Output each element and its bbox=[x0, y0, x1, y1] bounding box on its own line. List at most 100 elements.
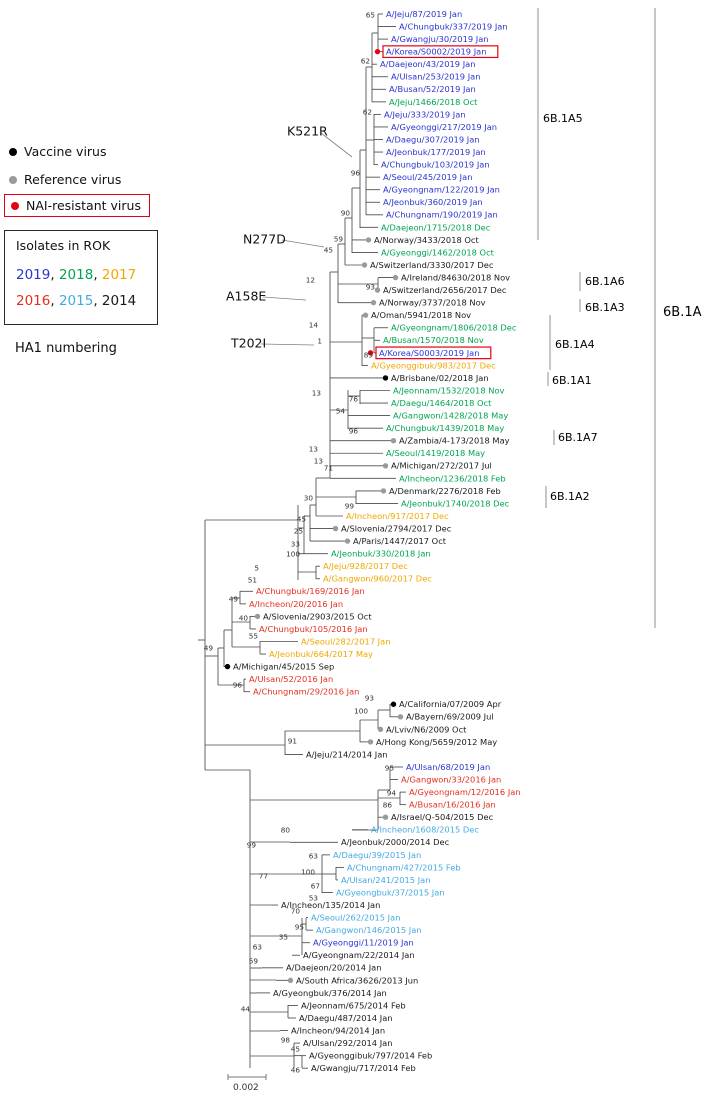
clade-label: 6B.1A3 bbox=[585, 301, 625, 314]
nai-resistant-dot-icon bbox=[367, 350, 374, 356]
bootstrap-value: 5 bbox=[254, 563, 259, 572]
mutation-label: T202I bbox=[230, 335, 266, 350]
bootstrap-value: 45 bbox=[297, 514, 306, 523]
bootstrap-value: 99 bbox=[247, 840, 257, 849]
taxon-label: A/Michigan/272/2017 Jul bbox=[391, 461, 492, 471]
taxon-label: A/Denmark/2276/2018 Feb bbox=[389, 486, 501, 496]
taxon-label: A/Gyeongnam/12/2016 Jan bbox=[409, 787, 521, 797]
legend-item-nai-resistant: NAI-resistant virus bbox=[4, 194, 150, 217]
bootstrap-value: 45 bbox=[291, 1044, 300, 1053]
taxon-label: A/Ireland/84630/2018 Nov bbox=[401, 272, 510, 282]
bootstrap-value: 95 bbox=[295, 922, 304, 931]
mutation-label: K521R bbox=[287, 123, 328, 138]
vaccine-dot-icon bbox=[224, 663, 231, 670]
legend-year: , bbox=[50, 267, 59, 283]
bootstrap-value: 45 bbox=[324, 245, 333, 254]
mutation-pointer-line bbox=[320, 132, 353, 158]
taxon-label: A/Gyeongnam/122/2019 Jan bbox=[383, 185, 500, 195]
taxon-label: A/Bayern/69/2009 Jul bbox=[406, 712, 494, 722]
taxon-label: A/Gyeonggibuk/983/2017 Dec bbox=[371, 360, 496, 370]
rok-years-row-1: 2019, 2018, 2017 bbox=[16, 262, 157, 288]
bootstrap-value: 99 bbox=[345, 501, 355, 510]
taxon-label: A/Ulsan/52/2016 Jan bbox=[249, 674, 333, 684]
vaccine-label: Vaccine virus bbox=[24, 144, 107, 159]
legend-year: 2015 bbox=[58, 293, 94, 309]
taxon-label: A/Ulsan/292/2014 Jan bbox=[303, 1038, 392, 1048]
taxon-label: A/Gangwon/146/2015 Jan bbox=[316, 925, 422, 935]
taxon-label: A/Chungnam/190/2019 Jan bbox=[386, 210, 498, 220]
clade-label: 6B.1A4 bbox=[555, 338, 595, 351]
taxon-label: A/Gangwon/1428/2018 May bbox=[393, 411, 508, 421]
taxon-label: A/Daegu/487/2014 Jan bbox=[299, 1013, 393, 1023]
taxon-label: A/Jeju/214/2014 Jan bbox=[306, 749, 388, 759]
reference-dot-icon bbox=[382, 814, 389, 820]
reference-dot-icon bbox=[370, 299, 377, 306]
taxon-label: A/Jeonbuk/360/2019 Jan bbox=[383, 197, 483, 207]
legend-year: 2017 bbox=[101, 267, 137, 283]
taxon-label: A/Daegu/307/2019 Jan bbox=[386, 134, 480, 144]
taxon-label: A/Busan/16/2016 Jan bbox=[409, 800, 496, 810]
legend-year: 2016 bbox=[16, 293, 51, 309]
bootstrap-value: 30 bbox=[304, 493, 314, 502]
reference-dot-icon bbox=[380, 488, 387, 494]
taxon-label: A/Hong Kong/5659/2012 May bbox=[376, 737, 497, 747]
taxon-label: A/Gyeonggibuk/797/2014 Feb bbox=[309, 1051, 432, 1061]
vaccine-dot-icon bbox=[9, 147, 17, 156]
bootstrap-value: 93 bbox=[366, 282, 376, 291]
taxon-label: A/Switzerland/3330/2017 Dec bbox=[370, 260, 494, 270]
taxon-label: A/Oman/5941/2018 Nov bbox=[371, 310, 471, 320]
taxon-label: A/Seoul/262/2015 Jan bbox=[311, 913, 400, 923]
bootstrap-value: 95 bbox=[385, 763, 394, 772]
bootstrap-value: 63 bbox=[309, 851, 319, 860]
legend-year: 2014 bbox=[101, 293, 137, 309]
bootstrap-value: 25 bbox=[294, 526, 303, 535]
reference-dot-icon bbox=[367, 739, 374, 745]
legend-year: , bbox=[93, 267, 102, 283]
bootstrap-value: 98 bbox=[281, 1035, 291, 1044]
bootstrap-value: 67 bbox=[311, 881, 321, 890]
taxon-label: A/Jeonbuk/177/2019 Jan bbox=[386, 147, 486, 157]
bootstrap-value: 55 bbox=[249, 631, 258, 640]
taxon-label: A/Jeju/87/2019 Jan bbox=[386, 9, 462, 19]
taxon-label: A/Korea/S0002/2019 Jan bbox=[386, 47, 487, 57]
taxon-label: A/Daegu/39/2015 Jan bbox=[333, 850, 421, 860]
bootstrap-value: 91 bbox=[288, 736, 297, 745]
taxon-label: A/Chungnam/29/2016 Jan bbox=[253, 687, 359, 697]
taxon-label: A/Jeju/333/2019 Jan bbox=[384, 109, 466, 119]
bootstrap-value: 62 bbox=[363, 107, 372, 116]
clade-label: 6B.1A6 bbox=[585, 275, 625, 288]
taxon-label: A/Seoul/1419/2018 May bbox=[386, 448, 485, 458]
legend-item-reference: Reference virus bbox=[9, 172, 121, 187]
mutation-pointer-line bbox=[262, 296, 307, 301]
reference-dot-icon bbox=[287, 977, 294, 984]
bootstrap-value: 63 bbox=[253, 942, 263, 951]
bootstrap-value: 86 bbox=[383, 800, 393, 809]
taxon-label: A/Lviv/N6/2009 Oct bbox=[386, 724, 467, 734]
mutation-label: N277D bbox=[243, 231, 286, 246]
bootstrap-value: 100 bbox=[301, 867, 315, 876]
bootstrap-value: 71 bbox=[324, 463, 333, 472]
taxon-label: A/Jeonbuk/2000/2014 Dec bbox=[341, 837, 450, 847]
reference-dot-icon bbox=[397, 714, 404, 720]
reference-label: Reference virus bbox=[24, 172, 122, 187]
mutation-pointer-line bbox=[260, 343, 315, 346]
taxon-label: A/South Africa/3626/2013 Jun bbox=[296, 975, 418, 985]
clade-label: 6B.1A1 bbox=[552, 374, 592, 387]
nai-resistant-box bbox=[375, 346, 492, 360]
taxon-label: A/Korea/S0003/2019 Jan bbox=[379, 348, 480, 358]
taxon-label: A/Jeonbuk/330/2018 Jan bbox=[331, 549, 431, 559]
bootstrap-value: 53 bbox=[309, 893, 319, 902]
bootstrap-value: 1 bbox=[317, 336, 322, 345]
legend-item-vaccine: Vaccine virus bbox=[9, 144, 107, 159]
bootstrap-value: 90 bbox=[341, 208, 351, 217]
taxon-label: A/California/07/2009 Apr bbox=[399, 699, 502, 709]
taxon-label: A/Daejeon/20/2014 Jan bbox=[286, 963, 381, 973]
bootstrap-value: 96 bbox=[233, 680, 243, 689]
reference-dot-icon bbox=[9, 175, 17, 184]
taxon-label: A/Seoul/245/2019 Jan bbox=[383, 172, 472, 182]
taxon-label: A/Jeonbuk/1740/2018 Dec bbox=[401, 498, 510, 508]
legend-year: 2018 bbox=[58, 267, 94, 283]
reference-dot-icon bbox=[392, 274, 399, 281]
isolates-legend-box: Isolates in ROK 2019, 2018, 2017 2016, 2… bbox=[4, 230, 158, 325]
bootstrap-value: 49 bbox=[204, 643, 214, 652]
